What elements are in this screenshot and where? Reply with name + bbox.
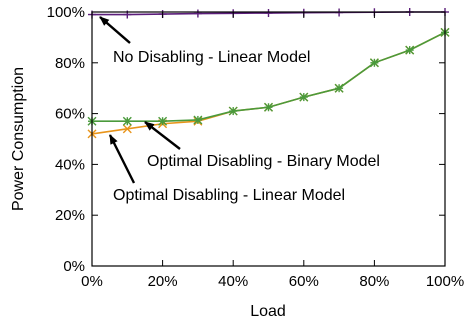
data-point [193, 115, 203, 125]
annotation-text-optimal-binary: Optimal Disabling - Binary Model [147, 153, 380, 170]
annotation-text-optimal-linear: Optimal Disabling - Linear Model [113, 187, 345, 204]
series-layer [87, 8, 450, 139]
y-tick-label: 20% [55, 207, 85, 224]
ticks-layer: 0% 20% 40% 60% 80% 100% 0% 20% 40% 60% 80% 100% [47, 4, 465, 290]
annotation-arrow-optimal-binary [144, 121, 181, 150]
x-tick-label: 0% [81, 273, 103, 290]
data-point [299, 92, 309, 102]
data-point [122, 124, 132, 134]
y-tick-label: 100% [47, 4, 85, 21]
annotation-arrow-no-disabling [99, 16, 131, 44]
data-point [369, 58, 379, 68]
plot-frame [91, 11, 446, 267]
annotation-optimal-binary: Optimal Disabling - Binary Model [144, 121, 380, 170]
x-axis-label: Load [250, 303, 286, 320]
series-line-2 [91, 31, 446, 135]
data-point [122, 116, 132, 126]
annotation-optimal-linear: Optimal Disabling - Linear Model [108, 134, 345, 204]
data-point [334, 83, 344, 93]
y-axis-label: Power Consumption [10, 67, 27, 211]
x-tick-label: 100% [426, 273, 464, 290]
x-tick-label: 80% [359, 273, 389, 290]
y-tick-label: 0% [63, 258, 85, 275]
annotation-no-disabling: No Disabling - Linear Model [99, 16, 310, 66]
y-tick-label: 80% [55, 55, 85, 72]
data-point [264, 9, 273, 18]
data-point [158, 116, 168, 126]
data-point [228, 106, 238, 116]
data-point [193, 9, 202, 18]
annotation-arrow-optimal-linear [108, 134, 136, 184]
y-tick-label: 40% [55, 156, 85, 173]
x-tick-label: 40% [218, 273, 248, 290]
annotation-text-no-disabling: No Disabling - Linear Model [113, 49, 310, 66]
y-tick-label: 60% [55, 106, 85, 123]
data-point [264, 102, 273, 112]
x-tick-label: 20% [148, 273, 178, 290]
data-point [405, 45, 415, 55]
x-tick-label: 60% [289, 273, 319, 290]
